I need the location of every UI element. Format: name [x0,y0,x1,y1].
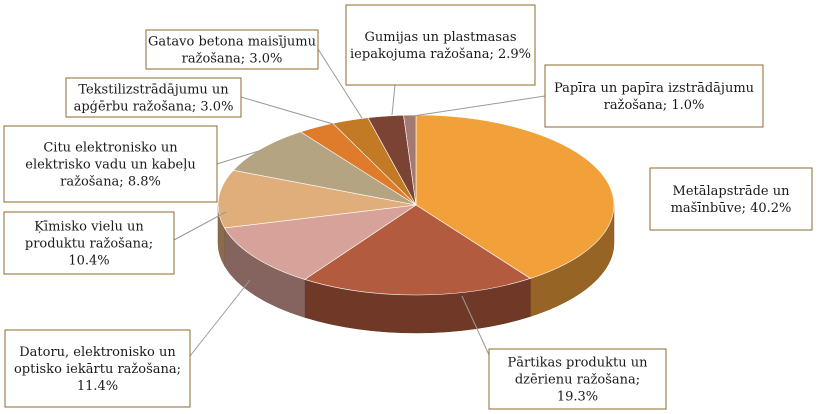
data-label: Metālapstrāde un mašīnbūve; 40.2% [649,167,813,231]
data-label: Pārtikas produktu un dzērienu ražošana; 19… [488,348,667,410]
data-label-box [65,77,242,118]
data-label: Papīra un papīra izstrādājumu ražošana; 1… [544,64,764,128]
data-label-box [145,29,319,70]
data-label-text: ražošana; 1.0% [604,98,705,113]
data-label: Ķīmisko vielu un produktu ražošana; 10.4% [3,211,175,275]
data-label-text: Papīra un papīra izstrādājumu [554,81,754,96]
data-label-box [649,167,813,231]
leader-line [173,211,227,241]
pie-slice [224,204,417,280]
pie-slice [304,204,532,296]
data-label-text: iepakojuma ražošana; 2.9% [350,47,531,62]
data-label-text: ražošana; 3.0% [182,52,283,67]
data-label-text: Gumijas un plastmasas [364,30,516,45]
data-label-text: 10.4% [68,254,109,269]
data-label-text: elektrisko vadu un kabeļu [25,158,196,173]
leader-line [412,95,546,117]
pie-slice [403,114,417,206]
data-label: Gatavo betona maisījumu ražošana; 3.0% [145,29,319,70]
data-label-text: optisko iekārtu ražošana; [14,362,181,377]
pie-slices [217,114,615,296]
data-label-box [544,64,764,128]
data-label-box [3,125,218,203]
data-label: Gumijas un plastmasas iepakojuma ražošana… [345,4,536,86]
data-label-text: Datoru, elektronisko un [19,345,176,360]
data-label-text: Metālapstrāde un [673,184,791,199]
data-label-text: mašīnbūve; 40.2% [671,201,792,216]
data-label-box [345,4,536,86]
data-label-text: Citu elektronisko un [43,141,178,156]
data-label-box [488,348,667,410]
data-label-text: Ķīmisko vielu un [34,220,144,235]
leader-line [240,96,334,125]
data-label-text: 19.3% [557,390,598,405]
leader-lines [173,48,546,369]
leader-line [391,84,396,116]
leader-line [216,149,263,165]
data-label-text: 11.4% [77,379,118,394]
data-label-text: produktu ražošana; [25,237,153,252]
data-label-box [3,211,175,275]
data-label: Datoru, elektronisko un optisko iekārtu r… [4,329,191,408]
data-label: Tekstilizstrādājumu un apģērbu ražošana; … [65,77,242,118]
data-label-text: dzērienu ražošana; [515,373,640,388]
data-labels: Metālapstrāde un mašīnbūve; 40.2% Pārtikas… [3,4,813,410]
data-label-text: apģērbu ražošana; 3.0% [74,100,234,115]
data-label: Citu elektronisko un elektrisko vadu un k… [3,125,218,203]
pie-slice [232,131,417,206]
data-label-box [4,329,191,408]
leader-line [317,48,363,119]
leader-line [189,279,251,357]
pie-slice [217,169,417,229]
data-label-text: Gatavo betona maisījumu [148,35,316,50]
data-label-text: ražošana; 8.8% [60,175,161,190]
data-label-text: Tekstilizstrādājumu un [78,83,229,98]
pie-slice [415,114,615,279]
data-label-text: Pārtikas produktu un [508,356,649,371]
